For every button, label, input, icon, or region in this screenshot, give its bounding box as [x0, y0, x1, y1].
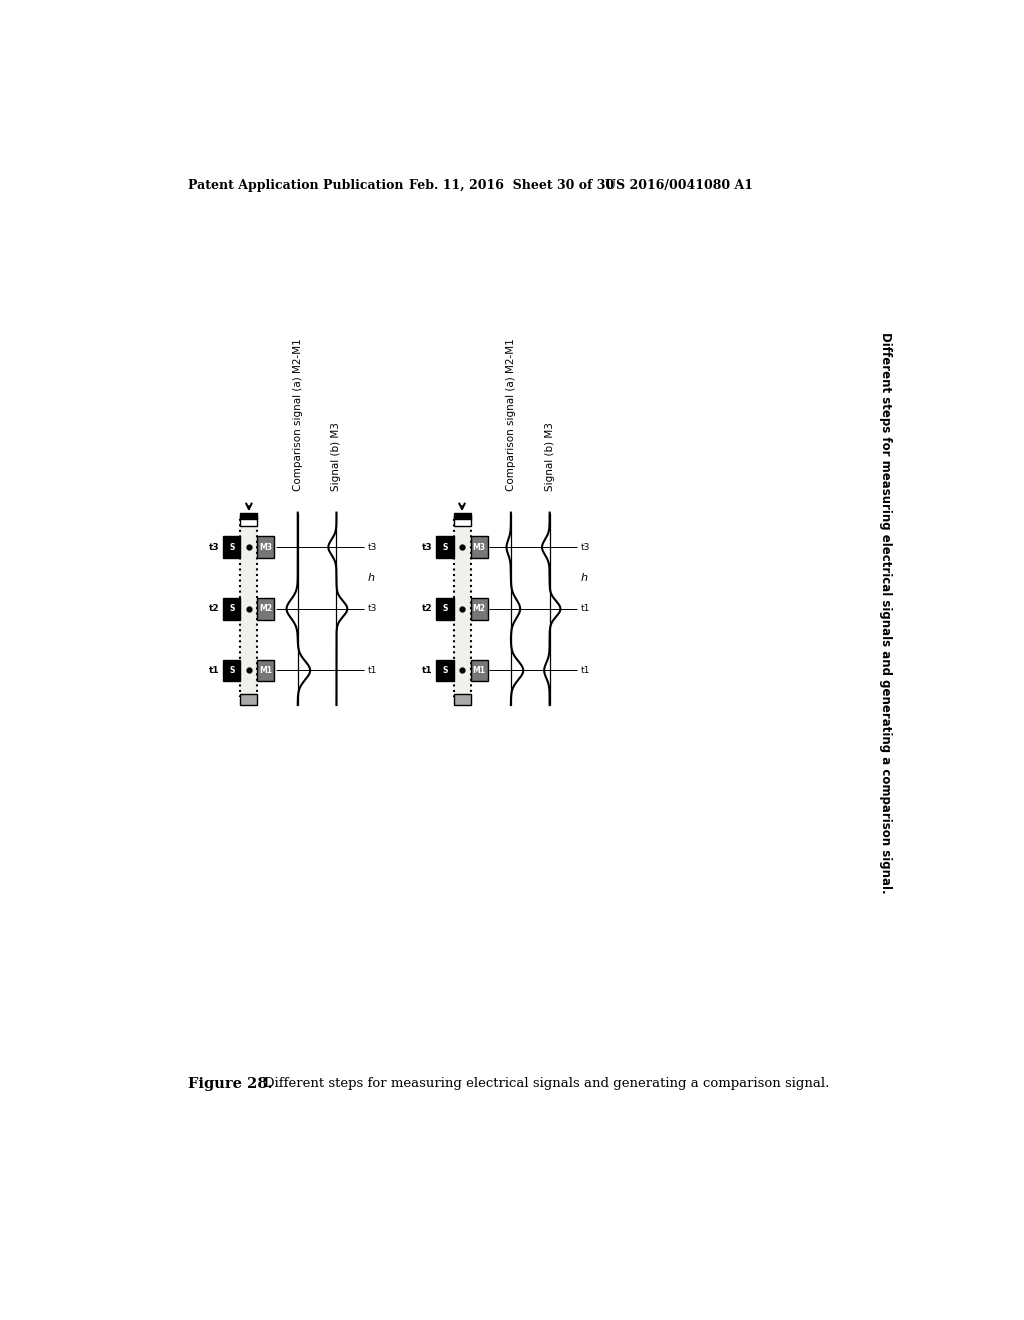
Text: t3: t3	[581, 543, 590, 552]
Text: t1: t1	[209, 667, 219, 675]
Text: t3: t3	[368, 605, 377, 614]
Bar	[241, 520, 257, 697]
Bar	[436, 660, 454, 681]
Bar	[454, 694, 471, 705]
Text: t2: t2	[209, 605, 219, 614]
Text: S: S	[229, 543, 234, 552]
Text: M3: M3	[259, 543, 272, 552]
Text: Patent Application Publication: Patent Application Publication	[188, 178, 403, 191]
Text: t3: t3	[368, 543, 377, 552]
Bar	[471, 598, 487, 619]
Text: Comparison signal (a) M2-M1: Comparison signal (a) M2-M1	[506, 338, 516, 491]
Text: Signal (b) M3: Signal (b) M3	[332, 422, 341, 491]
Text: Different steps for measuring electrical signals and generating a comparison sig: Different steps for measuring electrical…	[263, 1077, 829, 1090]
Bar	[471, 660, 487, 681]
Bar	[454, 516, 471, 527]
Text: S: S	[442, 667, 447, 675]
Text: t1: t1	[368, 667, 377, 675]
Bar	[454, 512, 471, 519]
Bar	[223, 598, 241, 619]
Text: t1: t1	[581, 667, 590, 675]
Text: Comparison signal (a) M2-M1: Comparison signal (a) M2-M1	[293, 338, 303, 491]
Text: t3: t3	[209, 543, 219, 552]
Text: M2: M2	[259, 605, 272, 614]
Text: t2: t2	[422, 605, 432, 614]
Text: US 2016/0041080 A1: US 2016/0041080 A1	[605, 178, 754, 191]
Text: h: h	[368, 573, 375, 583]
Bar	[436, 598, 454, 619]
Bar	[257, 660, 274, 681]
Text: S: S	[229, 667, 234, 675]
Text: S: S	[229, 605, 234, 614]
Text: t3: t3	[422, 543, 432, 552]
Bar	[257, 598, 274, 619]
Text: M1: M1	[259, 667, 272, 675]
Bar	[471, 536, 487, 558]
Text: Different steps for measuring electrical signals and generating a comparison sig: Different steps for measuring electrical…	[880, 331, 893, 894]
Bar	[257, 536, 274, 558]
Bar	[223, 536, 241, 558]
Bar	[436, 536, 454, 558]
Text: M3: M3	[472, 543, 485, 552]
Text: M2: M2	[472, 605, 485, 614]
Bar	[241, 516, 257, 527]
Text: S: S	[442, 605, 447, 614]
Bar	[241, 694, 257, 705]
Text: S: S	[442, 543, 447, 552]
Text: h: h	[581, 573, 588, 583]
Text: t1: t1	[581, 605, 590, 614]
Text: t1: t1	[422, 667, 432, 675]
Bar	[241, 512, 257, 519]
Text: Signal (b) M3: Signal (b) M3	[545, 422, 555, 491]
Bar	[223, 660, 241, 681]
Text: Feb. 11, 2016  Sheet 30 of 30: Feb. 11, 2016 Sheet 30 of 30	[409, 178, 613, 191]
Text: Figure 28.: Figure 28.	[188, 1077, 273, 1090]
Text: M1: M1	[472, 667, 485, 675]
Bar	[454, 520, 471, 697]
